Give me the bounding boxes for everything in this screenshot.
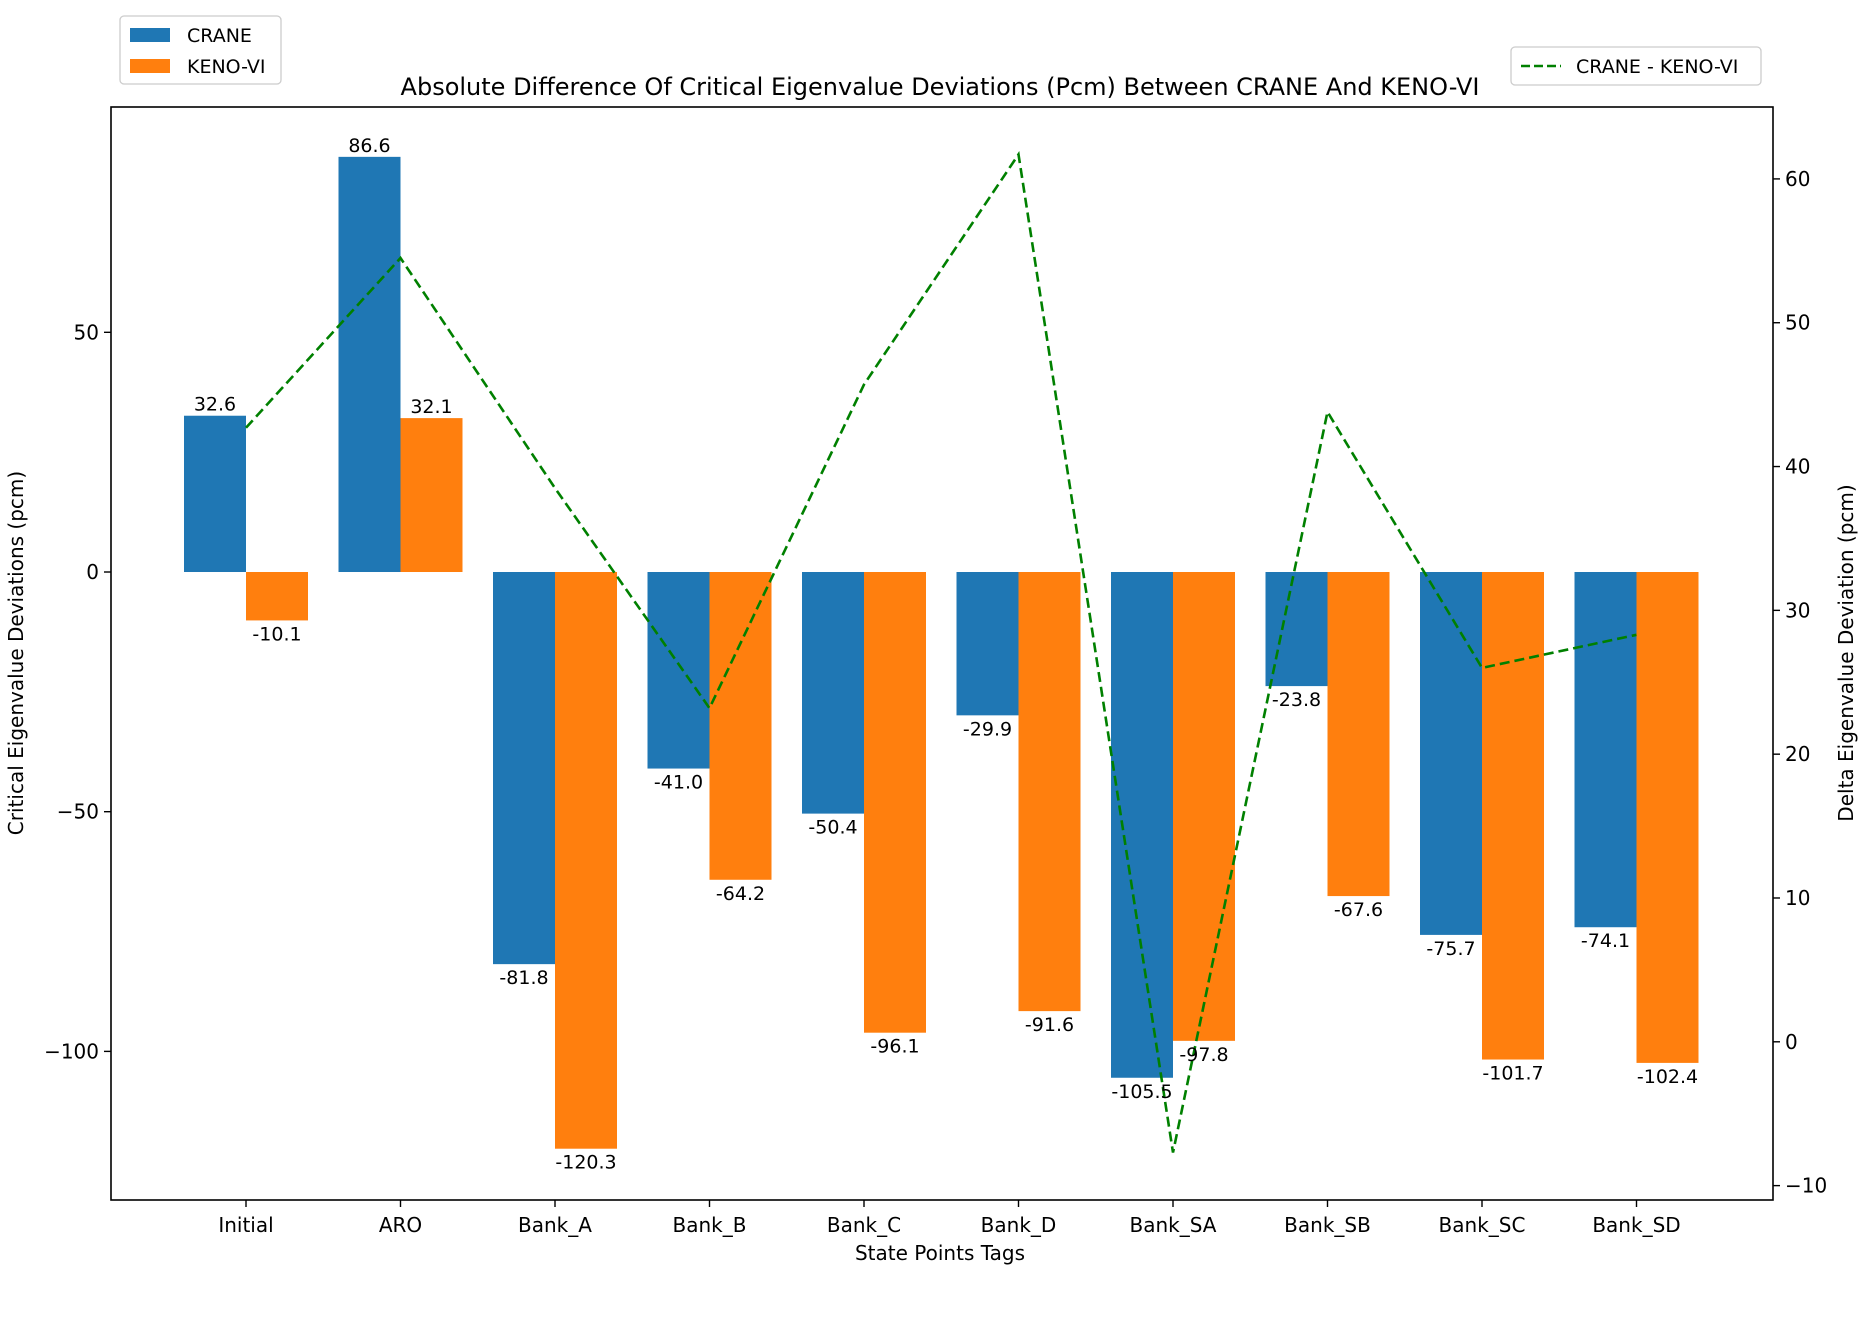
bar-value-label: -81.8 xyxy=(499,967,548,989)
bar-crane-bank-sa xyxy=(1111,572,1173,1078)
bar-crane-bank-sb xyxy=(1265,572,1328,687)
bar-value-label: -102.4 xyxy=(1637,1066,1698,1088)
left-y-axis: −100 −50 0 50 xyxy=(44,320,111,1063)
bar-value-label: 86.6 xyxy=(348,135,390,157)
right-y-tick-label: −10 xyxy=(1785,1174,1827,1198)
bar-keno-vi-bank-a xyxy=(555,572,617,1149)
left-y-axis-title: Critical Eigenvalue Deviations (pcm) xyxy=(4,471,28,835)
right-y-tick-label: 60 xyxy=(1785,167,1810,191)
bar-value-label: 32.6 xyxy=(194,394,236,416)
bar-keno-vi-initial xyxy=(246,572,308,621)
legend-bars: CRANE KENO-VI xyxy=(119,15,282,85)
bar-keno-vi-bank-sd xyxy=(1636,572,1699,1063)
bar-crane-bank-d xyxy=(956,572,1019,716)
bar-value-label: -101.7 xyxy=(1482,1063,1543,1085)
bar-value-label: -75.7 xyxy=(1426,938,1475,960)
bar-value-label: 32.1 xyxy=(410,396,452,418)
bar-crane-bank-sd xyxy=(1574,572,1637,928)
bar-value-label: -67.6 xyxy=(1334,899,1383,921)
right-y-tick-label: 10 xyxy=(1785,886,1810,910)
bar-keno-vi-bank-c xyxy=(864,572,926,1033)
right-y-tick-label: 50 xyxy=(1785,311,1810,335)
chart-title: Absolute Difference Of Critical Eigenval… xyxy=(401,73,1480,101)
x-tick-label: Bank_SA xyxy=(1130,1213,1217,1237)
legend-swatch-keno-vi xyxy=(130,59,170,73)
left-y-tick-label: −100 xyxy=(44,1039,99,1063)
right-y-axis-title: Delta Eigenvalue Deviation (pcm) xyxy=(1834,484,1858,821)
x-tick-label: Bank_D xyxy=(981,1213,1057,1237)
bar-value-label: -105.5 xyxy=(1111,1081,1172,1103)
right-y-tick-label: 40 xyxy=(1785,455,1810,479)
legend-label-crane: CRANE xyxy=(187,25,252,47)
line-layer xyxy=(245,150,1637,1153)
bar-keno-vi-bank-d xyxy=(1018,572,1081,1012)
right-y-tick-label: 20 xyxy=(1785,742,1810,766)
bar-value-label: -97.8 xyxy=(1179,1044,1228,1066)
x-tick-label: Bank_SC xyxy=(1439,1213,1526,1237)
bar-value-label: -96.1 xyxy=(870,1036,919,1058)
left-y-tick-label: 50 xyxy=(74,320,99,344)
legend-line-frame xyxy=(1510,46,1762,86)
bar-crane-bank-sc xyxy=(1420,572,1482,935)
bar-keno-vi-bank-sc xyxy=(1482,572,1544,1060)
bar-value-label: -50.4 xyxy=(808,817,857,839)
bar-value-label: -41.0 xyxy=(654,772,703,794)
legend-swatch-crane xyxy=(130,28,170,42)
bar-value-label: -64.2 xyxy=(716,883,765,905)
x-tick-label: Bank_B xyxy=(673,1213,747,1237)
x-tick-label: Bank_SB xyxy=(1284,1213,1371,1237)
right-y-axis: −10 0 10 20 30 40 50 60 xyxy=(1773,167,1827,1198)
bar-crane-bank-c xyxy=(802,572,864,814)
x-tick-label: Initial xyxy=(218,1213,273,1237)
bar-crane-bank-a xyxy=(493,572,555,965)
legend-line: CRANE - KENO-VI xyxy=(1510,46,1762,86)
x-tick-label: Bank_C xyxy=(827,1213,901,1237)
labels-layer: 32.6 86.6 -81.8 -41.0 -50.4 -29.9 -105.5 -23.8 -… xyxy=(194,135,1698,1174)
bars-layer xyxy=(184,156,1699,1149)
x-axis-title: State Points Tags xyxy=(855,1241,1025,1265)
bar-value-label: -91.6 xyxy=(1025,1014,1074,1036)
bar-value-label: -29.9 xyxy=(963,718,1012,740)
difference-line xyxy=(245,150,1637,1153)
bar-keno-vi-bank-b xyxy=(709,572,772,880)
bar-keno-vi-bank-sa xyxy=(1173,572,1235,1041)
x-tick-label: ARO xyxy=(379,1213,422,1237)
left-y-tick-label: 0 xyxy=(86,560,99,584)
x-tick-label: Bank_SD xyxy=(1592,1213,1680,1237)
legend-label-difference: CRANE - KENO-VI xyxy=(1576,56,1738,78)
bar-keno-vi-aro xyxy=(400,418,463,573)
bar-value-label: -10.1 xyxy=(252,623,301,645)
bar-crane-initial xyxy=(184,415,246,573)
right-y-tick-label: 30 xyxy=(1785,598,1810,622)
plot-frame xyxy=(110,106,1774,1201)
bar-keno-vi-bank-sb xyxy=(1327,572,1390,897)
bar-value-label: -120.3 xyxy=(555,1152,616,1174)
bar-value-label: -74.1 xyxy=(1581,930,1630,952)
legend-label-keno-vi: KENO-VI xyxy=(187,56,266,78)
bar-value-label: -23.8 xyxy=(1272,689,1321,711)
bar-crane-aro xyxy=(338,156,401,573)
x-axis: Initial ARO Bank_A Bank_B Bank_C Bank_D Bank_S… xyxy=(218,1200,1681,1237)
right-y-tick-label: 0 xyxy=(1785,1030,1798,1054)
x-tick-label: Bank_A xyxy=(518,1213,592,1237)
left-y-tick-label: −50 xyxy=(57,800,99,824)
bar-crane-bank-b xyxy=(647,572,710,769)
